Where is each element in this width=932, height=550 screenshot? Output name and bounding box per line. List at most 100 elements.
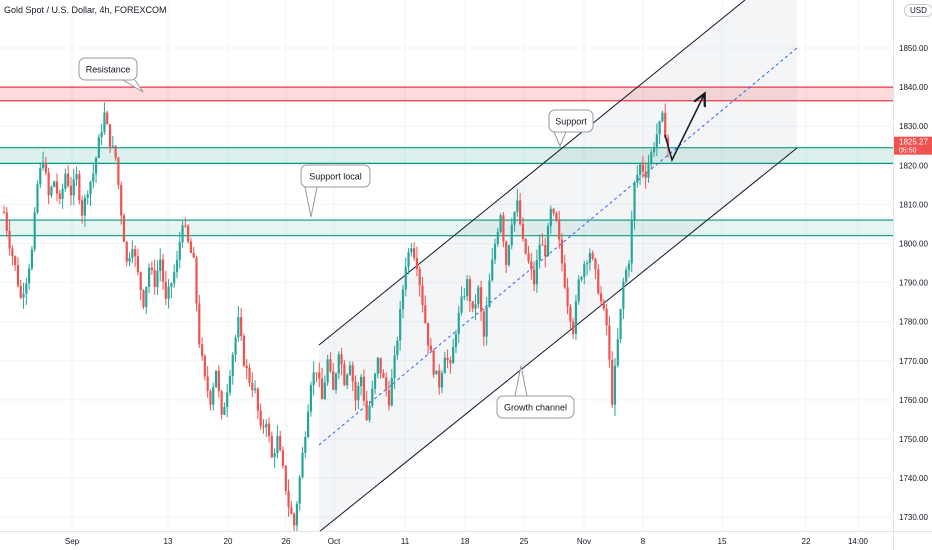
candle-down [240,317,243,337]
candle-up [170,283,173,287]
candle-down [382,373,385,378]
candle-up [33,212,36,250]
candle-down [153,270,156,288]
bar-countdown-label: 05:50 [899,148,917,155]
support-callout-pointer [553,131,567,148]
candle-up [145,286,148,308]
candle-up [443,357,446,374]
candle-down [594,258,597,270]
candle-down [279,436,282,451]
candle-up [156,270,159,288]
candle-up [460,296,463,313]
candle-down [69,185,73,196]
candle-up [22,293,25,298]
candle-up [655,134,658,148]
candle-down [611,359,614,405]
candle-down [251,382,254,391]
candle-up [50,186,53,196]
candle-up [457,312,460,334]
candle-up [312,372,315,386]
currency-selector[interactable]: USD [904,4,932,17]
candle-down [187,226,190,242]
candle-down [519,200,522,224]
growth-channel-callout-pointer [514,365,528,397]
time-tick-label: 20 [224,537,233,546]
candle-up [493,243,497,260]
candle-down [563,263,566,288]
candle-up [658,121,661,135]
time-axis-bg [0,532,893,550]
candle-up [360,376,363,387]
candle-up [175,260,179,273]
time-axis: Sep 13 20 26 Oct 11 18 25 Nov 8 15 22 14:00 [0,532,893,550]
support-local-zone [0,220,893,236]
candle-down [432,350,435,375]
last-price-badge [894,136,932,155]
candle-up [357,386,360,401]
candle-up [298,477,301,504]
candle-up [30,249,33,269]
candle-up [466,279,469,297]
candle-up [661,112,664,122]
candle-down [527,253,530,262]
channel-midline [318,47,798,446]
candle-down [479,287,483,312]
candle-up [452,347,455,364]
candle-up [61,188,64,200]
candle-down [418,268,421,286]
price-tick-label: 1800.00 [899,240,928,249]
candle-down [552,208,555,214]
time-tick-label: Nov [577,537,591,546]
candle-down [206,376,209,392]
candle-down [641,164,644,172]
candle-up [86,194,89,198]
support-local-callout-box [300,164,371,188]
candle-down [267,423,271,437]
candle-up [25,283,28,294]
candle-down [365,400,368,420]
candle-down [55,181,59,194]
candle-up [639,164,642,176]
candle-up [371,388,374,406]
candle-down [541,244,544,246]
candle-up [401,289,405,310]
candle-down [502,215,505,242]
candle-down [599,293,603,302]
candle-up [276,436,279,453]
candle-down [125,241,128,262]
resistance-callout-pointer [122,79,144,93]
candle-down [602,301,605,309]
channel-upper-line [318,0,746,346]
price-tick-label: 1830.00 [899,122,928,131]
candle-down [449,360,452,364]
candle-down [16,265,20,286]
candle-down [605,308,608,326]
candle-up [346,374,349,386]
candle-down [351,365,354,382]
candle-down [468,279,472,302]
price-tick-label: 1820.00 [899,161,928,170]
candle-down [591,253,594,259]
candle-down [438,370,441,388]
last-price-label: 1825.27 [899,138,928,147]
candle-down [256,388,259,411]
candlesticks [2,102,670,532]
candle-down [340,354,343,365]
candle-down [385,377,388,391]
candle-up [507,245,511,265]
candle-down [58,193,61,200]
chart-title: Gold Spot / U.S. Dollar, 4h, FOREXCOM [4,5,167,15]
candle-down [362,376,365,401]
candle-up [463,296,466,298]
candle-down [320,378,324,400]
candle-down [242,336,246,366]
candle-up [128,257,131,262]
candle-up [39,167,42,185]
time-tick-label: 11 [401,537,410,546]
candle-up [625,270,628,282]
candle-down [217,370,220,392]
candle-up [75,174,78,180]
candle-up [181,225,184,243]
candle-up [574,301,578,334]
